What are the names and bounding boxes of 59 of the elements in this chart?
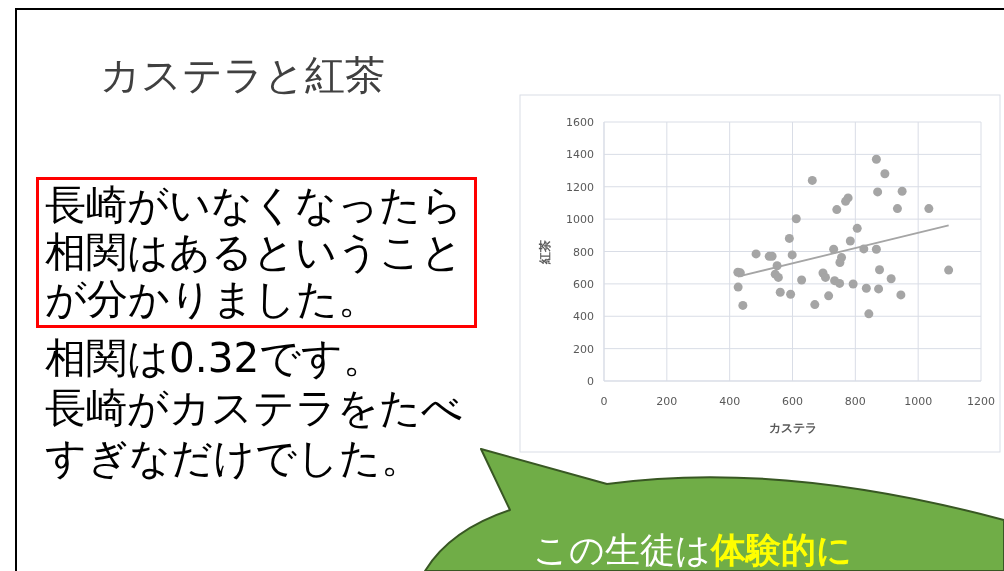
y-tick-label: 800 bbox=[573, 245, 594, 259]
point bbox=[810, 300, 820, 310]
x-tick-label: 400 bbox=[719, 395, 741, 408]
point bbox=[733, 282, 743, 292]
point bbox=[791, 214, 801, 224]
y-tick-label: 400 bbox=[573, 310, 594, 324]
point bbox=[896, 290, 906, 300]
x-tick-label: 600 bbox=[782, 395, 803, 408]
x-tick-label: 200 bbox=[656, 395, 678, 408]
y-tick-label: 1000 bbox=[566, 213, 594, 227]
point bbox=[835, 278, 845, 288]
point bbox=[892, 204, 902, 214]
point bbox=[886, 274, 896, 284]
point bbox=[807, 175, 817, 185]
point bbox=[775, 287, 785, 297]
text: この生徒は bbox=[533, 530, 711, 570]
point bbox=[924, 204, 934, 214]
point bbox=[784, 233, 794, 243]
text: 長崎がカステラをたべすぎなだけでした。 bbox=[45, 383, 464, 483]
point bbox=[738, 300, 748, 310]
text: 相関は0.32です。 bbox=[45, 334, 386, 382]
point bbox=[832, 205, 842, 215]
point bbox=[824, 291, 834, 301]
point bbox=[880, 169, 890, 179]
y-tick-label: 0 bbox=[587, 375, 594, 388]
x-tick-label: 1000 bbox=[904, 395, 933, 408]
text: カステラと紅茶 bbox=[100, 51, 385, 100]
point bbox=[873, 187, 883, 197]
y-tick-label: 1400 bbox=[566, 148, 594, 162]
point bbox=[786, 289, 796, 299]
x-axis-title: カステラ bbox=[768, 421, 817, 435]
x-tick-label: 800 bbox=[844, 395, 866, 408]
point bbox=[852, 223, 862, 233]
point bbox=[797, 275, 807, 285]
x-tick-label: 0 bbox=[600, 395, 608, 408]
point bbox=[829, 244, 839, 254]
text: 長崎がいなくなったら相関はあるということが分かりました。 bbox=[36, 177, 477, 328]
point bbox=[845, 236, 855, 246]
y-axis-title: 紅茶 bbox=[538, 239, 552, 265]
point bbox=[875, 265, 885, 275]
y-tick-label: 1200 bbox=[566, 180, 594, 194]
point bbox=[787, 250, 797, 260]
point bbox=[874, 284, 884, 294]
text: 体験的に bbox=[710, 530, 852, 570]
x-tick-label: 1200 bbox=[967, 395, 995, 408]
chart: 0 200 400 600 800 1000 1200 0 200 400 600 800 1000 1200 1400 1600 カステラ 紅茶 bbox=[538, 116, 995, 435]
y-tick-label: 1600 bbox=[566, 116, 594, 129]
point bbox=[848, 279, 858, 289]
point bbox=[944, 265, 954, 275]
point bbox=[864, 309, 874, 319]
point bbox=[861, 283, 871, 293]
y-tick-label: 200 bbox=[573, 342, 594, 356]
y-tick-label: 600 bbox=[573, 277, 594, 291]
point bbox=[835, 258, 845, 268]
point bbox=[751, 249, 761, 259]
point bbox=[897, 186, 907, 196]
point bbox=[871, 154, 881, 164]
point bbox=[871, 244, 881, 254]
point bbox=[820, 272, 830, 282]
